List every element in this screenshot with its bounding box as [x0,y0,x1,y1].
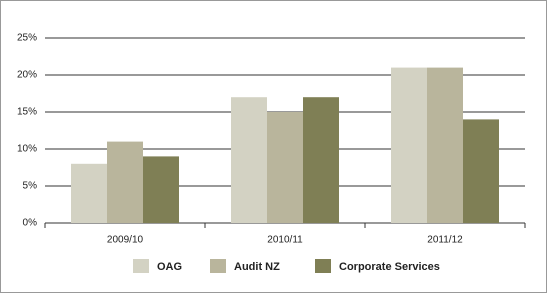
x-tick-label: 2010/11 [267,235,303,246]
bar [463,119,499,223]
bar [427,67,463,223]
legend-swatch [210,259,226,273]
x-tick-label: 2009/10 [107,235,144,246]
legend-swatch [315,259,331,273]
bar [107,141,143,223]
legend-label: Corporate Services [339,261,440,273]
legend-label: Audit NZ [234,261,280,273]
bar [267,112,303,223]
legend-swatch [133,259,149,273]
bar [391,67,427,223]
y-tick-label: 15% [17,107,37,118]
y-tick-label: 10% [17,144,37,155]
y-tick-label: 5% [23,181,38,192]
legend-label: OAG [157,261,182,273]
bar [143,156,179,223]
bar [231,97,267,223]
y-tick-label: 0% [23,218,38,229]
y-tick-label: 20% [17,70,37,81]
y-tick-label: 25% [17,33,37,44]
bar [303,97,339,223]
bar [71,163,107,223]
x-tick-label: 2011/12 [427,235,463,246]
legend: OAG Audit NZ Corporate Services [133,259,440,273]
